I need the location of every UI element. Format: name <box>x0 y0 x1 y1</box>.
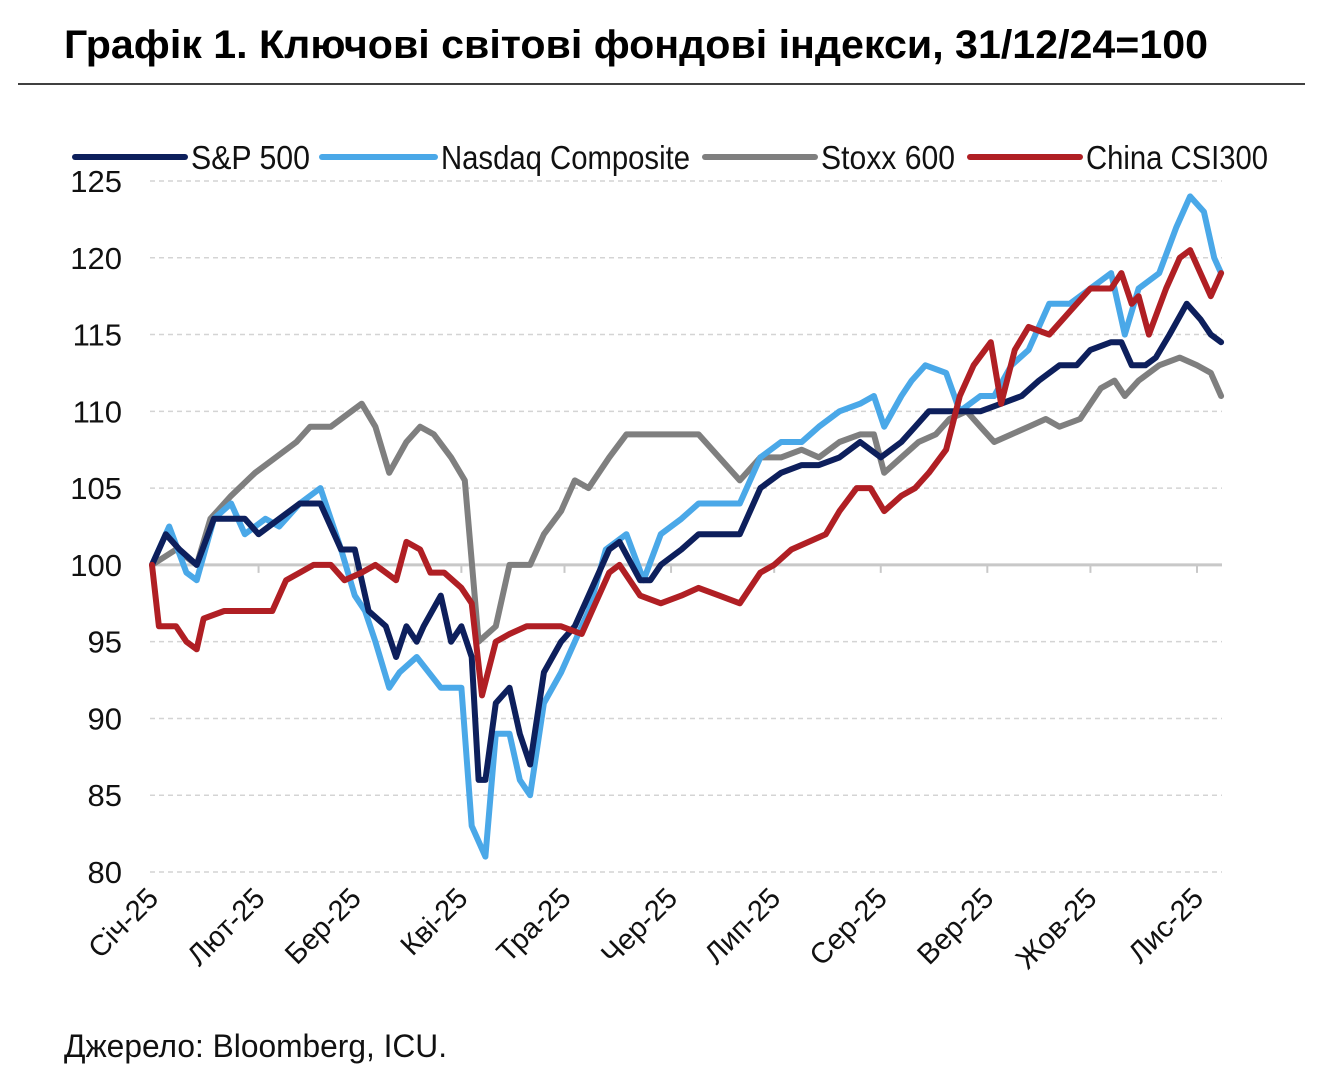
y-axis: 80 85 90 95 100 105 110 115 120 125 <box>70 164 122 890</box>
x-tick-label: Лис-25 <box>1123 882 1210 969</box>
legend-label: Stoxx 600 <box>821 139 955 176</box>
y-tick-label: 125 <box>70 164 122 199</box>
legend-label: China CSI300 <box>1086 139 1268 176</box>
y-tick-label: 80 <box>88 855 122 890</box>
series-line-china-csi300 <box>149 247 1225 699</box>
series-line-s-p-500 <box>149 300 1225 783</box>
y-tick-label: 105 <box>70 471 122 506</box>
legend-label: S&P 500 <box>191 139 310 176</box>
y-tick-label: 100 <box>70 548 122 583</box>
x-tick-label: Січ-25 <box>83 882 165 964</box>
source-note: Джерело: Bloomberg, ICU. <box>64 1028 447 1064</box>
y-tick-label: 85 <box>88 778 122 813</box>
x-tick-label: Лип-25 <box>699 882 787 970</box>
x-tick-label: Тра-25 <box>491 882 577 968</box>
legend-label: Nasdaq Composite <box>441 139 690 176</box>
x-tick-label: Лют-25 <box>181 882 271 972</box>
legend-item: Nasdaq Composite <box>319 139 690 176</box>
grid <box>150 180 1222 873</box>
x-axis: Січ-25 Лют-25 Бер-25 Кві-25 Тра-25 Чер-25 Лип-… <box>83 564 1210 976</box>
y-tick-label: 95 <box>88 625 122 660</box>
series-lines <box>149 193 1225 860</box>
x-tick-label: Вер-25 <box>912 882 1001 971</box>
x-tick-label: Кві-25 <box>395 882 475 962</box>
legend: S&P 500 Nasdaq Composite Stoxx 600 China CS… <box>72 139 1268 176</box>
legend-item: China CSI300 <box>967 139 1268 176</box>
chart-title: Графік 1. Ключові світові фондові індекс… <box>64 23 1208 67</box>
y-tick-label: 90 <box>88 701 122 736</box>
y-tick-label: 120 <box>70 241 122 276</box>
x-tick-label: Жов-25 <box>1010 882 1103 975</box>
y-tick-label: 110 <box>73 394 122 429</box>
legend-item: Stoxx 600 <box>702 139 955 176</box>
x-tick-label: Чер-25 <box>595 882 684 971</box>
x-tick-label: Сер-25 <box>804 882 894 972</box>
y-tick-label: 115 <box>73 318 122 353</box>
x-tick-label: Бер-25 <box>279 882 368 971</box>
series-line-stoxx-600 <box>149 354 1225 645</box>
legend-item: S&P 500 <box>72 139 310 176</box>
series-line-nasdaq-composite <box>149 193 1225 860</box>
